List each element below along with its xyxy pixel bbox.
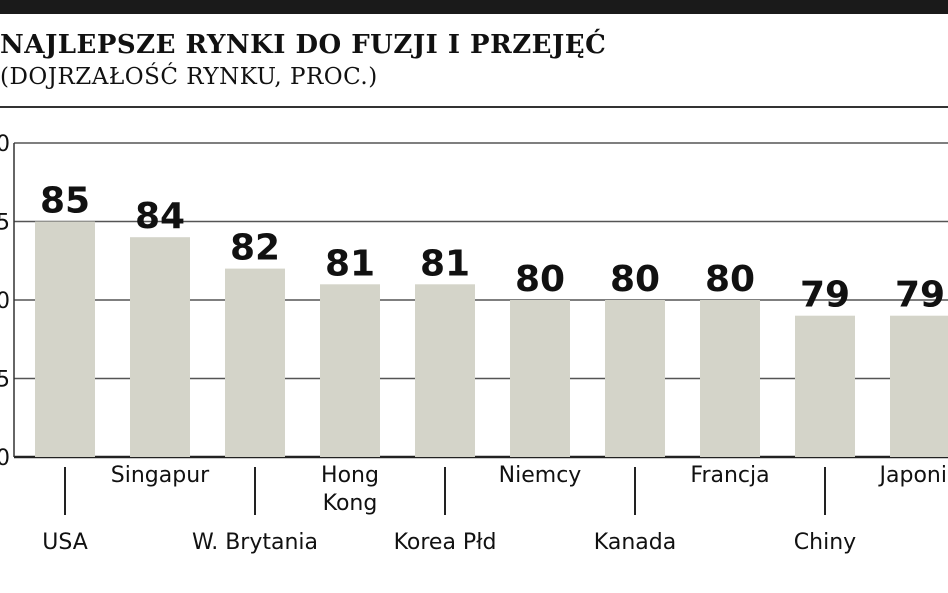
- bar: [225, 268, 285, 457]
- category-label: Singapur: [111, 463, 210, 488]
- bar: [890, 315, 948, 457]
- bar: [320, 284, 380, 457]
- bar: [700, 300, 760, 457]
- y-tick-label: 75: [0, 368, 10, 393]
- y-tick-label: 85: [0, 211, 10, 236]
- value-label: 79: [895, 275, 945, 316]
- title-divider: [0, 106, 948, 108]
- value-label: 79: [800, 275, 850, 316]
- category-label: W. Brytania: [192, 530, 318, 555]
- category-label: Hong Kong: [321, 463, 379, 516]
- top-bar: [0, 0, 948, 14]
- value-label: 81: [420, 243, 470, 284]
- y-tick-label: 70: [0, 446, 10, 471]
- value-label: 84: [135, 196, 185, 237]
- y-tick-label: 90: [0, 132, 10, 157]
- value-label: 85: [40, 181, 90, 222]
- value-label: 80: [610, 259, 660, 300]
- value-label: 80: [705, 259, 755, 300]
- bars: [35, 221, 948, 457]
- y-axis-ticks: 70 75 80 85 90: [0, 132, 10, 471]
- category-label: Korea Płd: [394, 530, 497, 555]
- bar: [510, 300, 570, 457]
- category-label: Japonia: [878, 463, 948, 488]
- category-label: Chiny: [794, 530, 856, 555]
- chart-title: NAJLEPSZE RYNKI DO FUZJI I PRZEJĘĆ: [0, 30, 607, 60]
- bar: [130, 237, 190, 457]
- bar: [35, 221, 95, 457]
- category-label: Niemcy: [499, 463, 582, 488]
- bar: [605, 300, 665, 457]
- category-label: Francja: [690, 463, 769, 488]
- value-label: 82: [230, 228, 280, 269]
- y-tick-label: 80: [0, 289, 10, 314]
- category-label: USA: [42, 530, 88, 555]
- x-axis-tick-marks: [64, 467, 826, 515]
- value-label: 81: [325, 243, 375, 284]
- bar: [795, 315, 855, 457]
- bar: [415, 284, 475, 457]
- value-labels: 85 84 82 81 81 80 80 80 79 79: [40, 181, 945, 316]
- category-label: Kanada: [594, 530, 676, 555]
- value-label: 80: [515, 259, 565, 300]
- chart-subtitle: (DOJRZAŁOŚĆ RYNKU, PROC.): [0, 64, 378, 90]
